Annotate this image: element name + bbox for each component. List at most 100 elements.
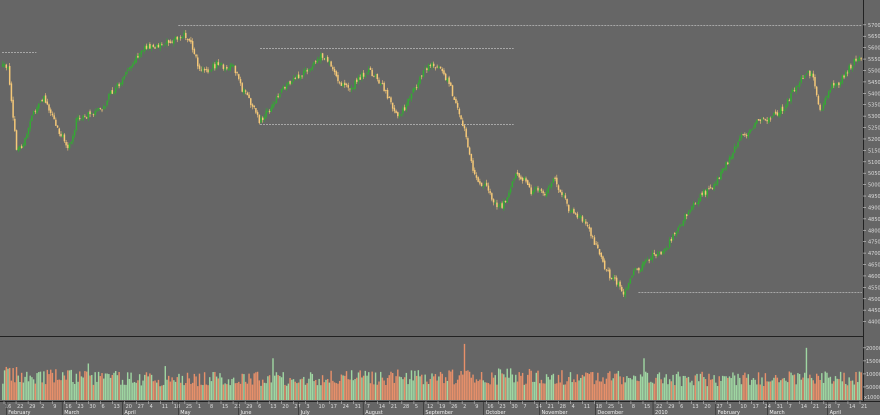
day-tick-label: 14 — [535, 404, 541, 410]
candle-body — [342, 83, 344, 87]
volume-bar — [781, 378, 784, 400]
price-tick-label: 4600 — [868, 274, 880, 280]
candle-body — [429, 65, 432, 67]
candle-body — [783, 109, 785, 111]
candle-body — [790, 93, 792, 102]
candle-body — [810, 73, 813, 76]
candle-body — [424, 68, 426, 70]
volume-bar — [244, 381, 247, 400]
candle-body — [805, 73, 808, 75]
candle-body — [656, 253, 659, 257]
candle-body — [667, 248, 669, 250]
candle-body — [385, 90, 387, 91]
candle-body — [764, 119, 767, 121]
volume-bar — [516, 381, 519, 400]
candle-body — [482, 185, 485, 187]
volume-bar — [79, 371, 81, 400]
candle-body — [29, 121, 31, 129]
volume-bar — [73, 383, 76, 400]
candle-body — [585, 221, 587, 224]
volume-bar — [51, 372, 54, 400]
day-tick-label: 7 — [789, 404, 792, 410]
candle-body — [320, 53, 322, 61]
candle-body — [197, 57, 199, 67]
candle-body — [364, 75, 367, 77]
volume-bar — [188, 378, 190, 400]
candle-body — [750, 129, 753, 131]
volume-bar — [426, 381, 428, 400]
day-tick-label: 20 — [282, 404, 288, 410]
candle-body — [231, 64, 233, 67]
volume-bar — [576, 374, 579, 400]
volume-bar — [839, 371, 842, 400]
volume-bar — [253, 373, 255, 400]
candle-body — [386, 89, 389, 99]
volume-bar — [812, 380, 814, 400]
volume-bar — [422, 384, 425, 400]
candle-body — [682, 220, 685, 226]
volume-bar — [597, 372, 599, 400]
volume-bar — [32, 379, 35, 400]
candle-body — [101, 109, 103, 111]
volume-bar — [205, 384, 208, 400]
candle-body — [38, 103, 40, 109]
candle-body — [85, 117, 88, 119]
candle-body — [10, 83, 13, 101]
candle-body — [441, 68, 444, 72]
volume-bar — [515, 374, 517, 400]
volume-bar — [327, 379, 329, 400]
volume-bar — [410, 370, 413, 400]
candle-body — [373, 75, 375, 77]
volume-bar — [284, 384, 286, 400]
price-tick-label: 4850 — [868, 217, 880, 223]
volume-bar — [805, 347, 808, 400]
volume-bar — [759, 384, 761, 400]
day-tick-label: 10 — [318, 404, 324, 410]
candle-body — [788, 100, 791, 102]
candle-body — [691, 206, 693, 210]
price-tick-label: 4800 — [868, 228, 880, 234]
volume-bar — [152, 381, 155, 400]
day-tick-label: 18 — [596, 404, 602, 410]
candle-body — [2, 63, 4, 68]
candle-body — [533, 189, 536, 192]
volume-bar — [571, 382, 573, 400]
candle-body — [477, 177, 479, 182]
candle-body — [398, 115, 401, 116]
volume-bar — [716, 386, 719, 400]
candle-body — [855, 58, 857, 61]
candle-body — [798, 82, 801, 87]
candle-body — [27, 128, 30, 135]
day-tick-label: 3 — [306, 404, 309, 410]
candle-body — [280, 88, 283, 93]
volume-bar — [200, 384, 202, 400]
candle-body — [574, 213, 577, 215]
day-tick-label: 23 — [499, 404, 505, 410]
candle-body — [740, 135, 743, 139]
candle-body — [506, 197, 508, 203]
day-tick-label: 7 — [367, 404, 370, 410]
candle-body — [588, 226, 591, 229]
volume-bar — [855, 371, 857, 400]
volume-bar — [72, 381, 74, 400]
volume-bar — [111, 374, 113, 400]
candle-body — [838, 82, 840, 86]
candle-body — [841, 75, 844, 83]
candle-body — [200, 69, 202, 71]
candle-body — [499, 202, 502, 206]
candle-body — [82, 115, 84, 119]
volume-bar — [232, 377, 235, 400]
price-tick-label: 5050 — [868, 171, 880, 177]
volume-bar — [817, 375, 820, 400]
volume-bar — [263, 382, 266, 400]
candle-body — [540, 189, 543, 191]
candle-body — [49, 109, 52, 113]
candle-body — [70, 141, 72, 144]
volume-bar — [605, 378, 608, 400]
candle-body — [460, 115, 462, 120]
month-label: September — [425, 410, 454, 415]
candle-body — [737, 142, 739, 147]
candle-body — [467, 138, 469, 148]
volume-bar — [7, 368, 9, 400]
